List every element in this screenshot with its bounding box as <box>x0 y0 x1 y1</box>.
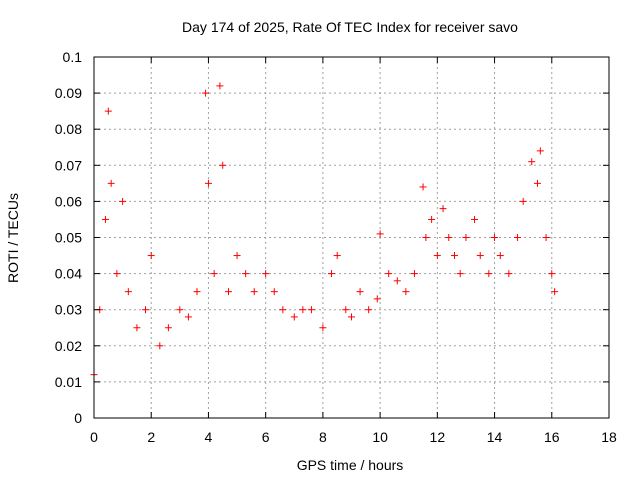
ticks-layer <box>93 56 610 419</box>
data-point <box>356 288 364 296</box>
data-point <box>193 288 201 296</box>
data-point <box>451 252 458 260</box>
y-tick-label: 0.09 <box>55 85 82 101</box>
data-point <box>445 234 453 241</box>
data-point <box>393 277 401 285</box>
x-tick-label: 10 <box>372 429 388 445</box>
data-point <box>419 183 427 191</box>
y-tick-label: 0.07 <box>55 157 82 173</box>
data-point <box>216 82 224 90</box>
data-point <box>333 252 341 260</box>
data-point <box>476 252 484 260</box>
data-point <box>373 295 381 303</box>
data-point <box>307 306 315 314</box>
y-tick-label: 0.08 <box>55 121 82 137</box>
data-point <box>439 205 447 213</box>
data-point <box>485 270 493 278</box>
data-point <box>542 234 550 241</box>
data-point <box>462 234 470 241</box>
data-point <box>365 306 373 314</box>
grid-layer <box>94 57 609 418</box>
data-point <box>262 270 270 278</box>
x-tick-label: 12 <box>430 429 446 445</box>
y-axis-label: ROTI / TECUs <box>5 193 21 283</box>
chart-title: Day 174 of 2025, Rate Of TEC Index for r… <box>182 19 518 35</box>
data-point <box>496 252 504 260</box>
data-point <box>107 179 115 187</box>
data-point <box>348 313 355 321</box>
data-point <box>327 270 335 278</box>
data-point <box>491 234 499 241</box>
data-point <box>104 107 112 115</box>
x-tick-label: 6 <box>262 429 270 445</box>
y-tick-label: 0.05 <box>55 230 82 246</box>
x-tick-label: 2 <box>147 429 155 445</box>
data-point <box>233 252 241 260</box>
data-point <box>124 288 132 296</box>
y-tick-label: 0.04 <box>55 266 82 282</box>
data-point <box>519 197 527 205</box>
data-point <box>471 215 479 223</box>
data-point <box>385 270 393 278</box>
data-point <box>410 270 418 278</box>
y-tick-label: 0.1 <box>63 49 83 65</box>
data-point <box>224 288 232 296</box>
data-point <box>250 288 258 296</box>
data-point <box>119 197 127 205</box>
y-tick-label: 0.01 <box>55 374 82 390</box>
data-point <box>279 306 287 314</box>
data-point <box>210 270 218 278</box>
data-point <box>505 270 513 278</box>
x-axis-label: GPS time / hours <box>297 457 404 473</box>
data-point <box>202 89 210 97</box>
x-tick-label: 18 <box>601 429 617 445</box>
data-point <box>133 324 141 332</box>
data-point <box>164 324 172 332</box>
data-point <box>548 270 556 278</box>
data-point <box>101 215 109 223</box>
data-point <box>342 306 350 314</box>
data-point <box>376 230 384 238</box>
data-point <box>533 179 541 187</box>
data-point <box>528 158 536 166</box>
data-point <box>433 252 441 260</box>
y-tick-label: 0.06 <box>55 193 82 209</box>
data-point <box>176 306 184 314</box>
data-point <box>242 270 250 278</box>
data-point <box>219 161 227 169</box>
data-point <box>551 288 559 296</box>
data-point <box>270 288 278 296</box>
data-point <box>299 306 307 314</box>
x-tick-label: 0 <box>90 429 98 445</box>
data-point <box>156 342 164 350</box>
data-point <box>147 252 155 260</box>
x-tick-label: 16 <box>544 429 560 445</box>
data-point <box>184 313 192 321</box>
data-point <box>402 288 410 296</box>
data-point <box>536 147 544 155</box>
data-point <box>204 179 212 187</box>
tick-labels: 0 2 4 6 8 10 12 14 16 18 0 0.01 0.02 0.03 0.04 0.05 0.06… <box>55 49 617 445</box>
data-point <box>456 270 464 278</box>
data-point <box>319 324 327 332</box>
data-point <box>142 306 149 314</box>
data-point <box>422 234 430 241</box>
data-point <box>290 313 298 321</box>
y-tick-label: 0 <box>74 410 82 426</box>
x-tick-label: 14 <box>487 429 503 445</box>
data-point <box>113 270 121 278</box>
x-tick-label: 4 <box>205 429 213 445</box>
y-tick-label: 0.03 <box>55 302 82 318</box>
data-point <box>428 215 436 223</box>
y-tick-label: 0.02 <box>55 338 82 354</box>
data-point <box>513 234 521 241</box>
x-tick-label: 8 <box>319 429 327 445</box>
plot-frame <box>93 56 610 419</box>
points-layer <box>90 82 559 379</box>
